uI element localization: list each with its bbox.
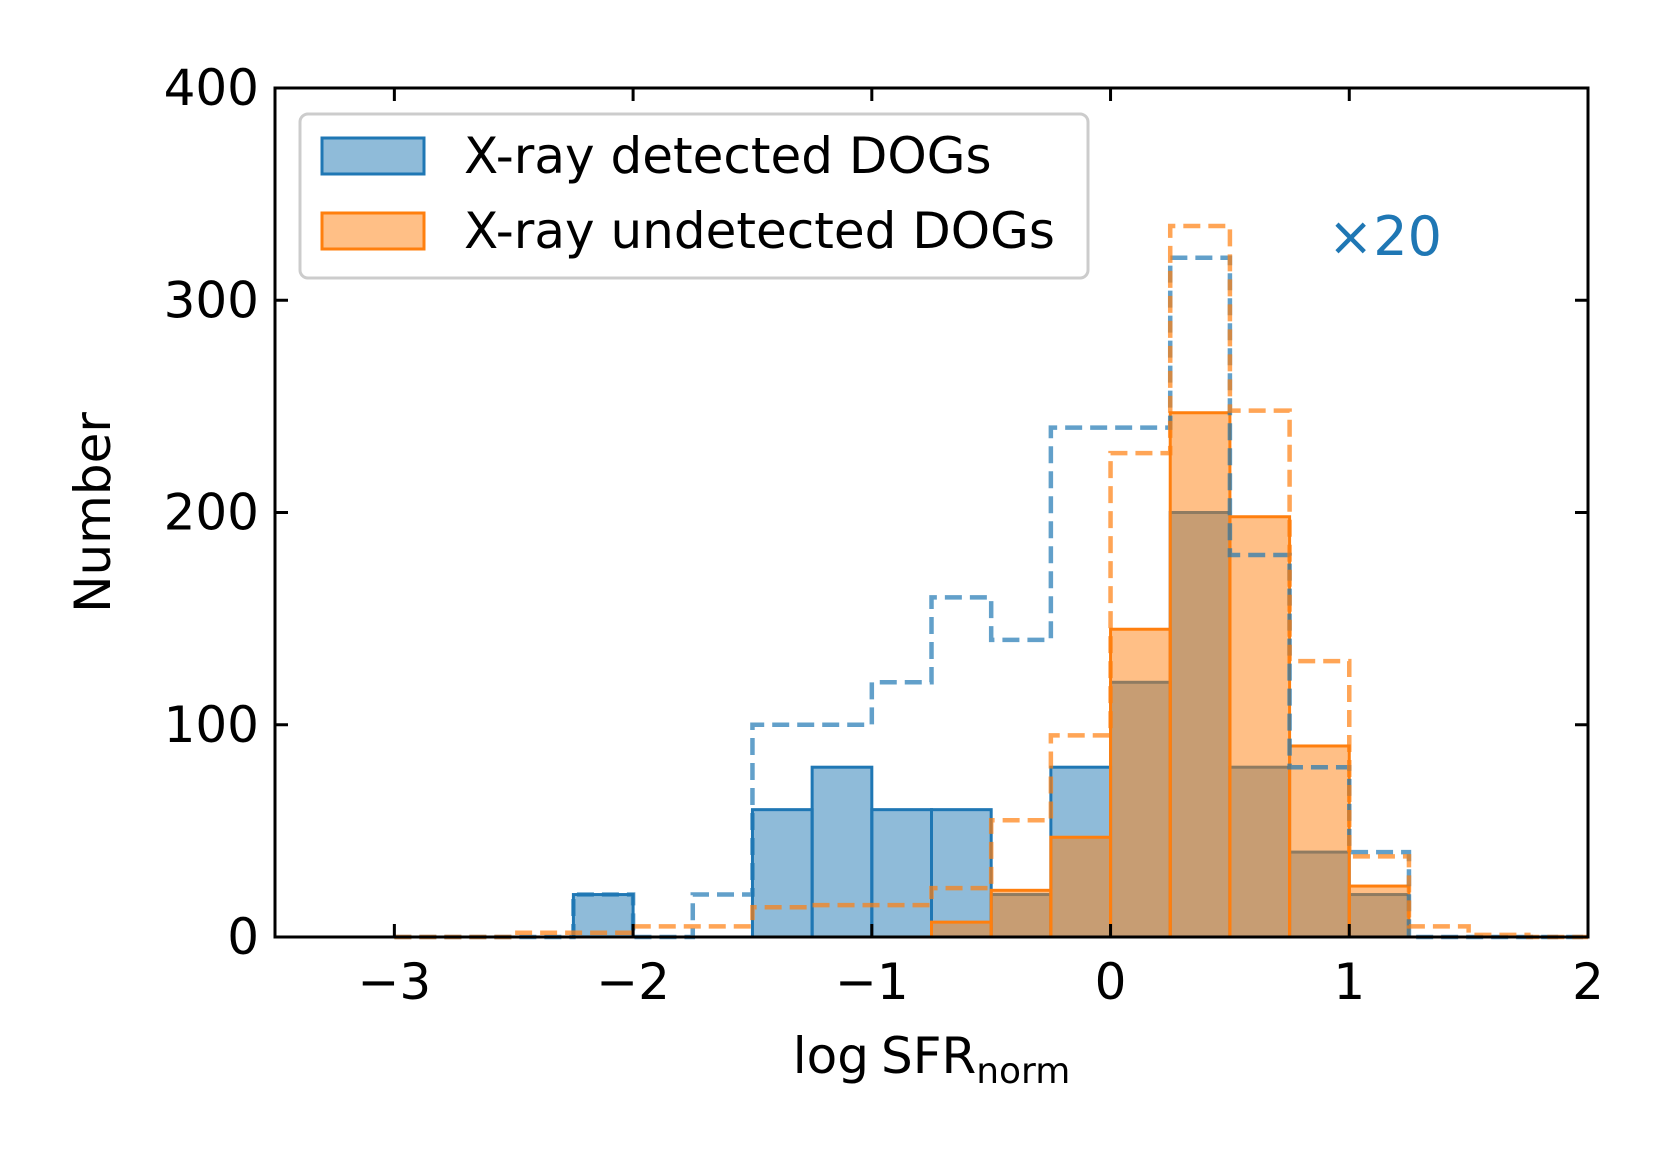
y-tick-label: 300 — [164, 271, 259, 329]
x-tick-label: 0 — [1095, 953, 1127, 1011]
bar-detected-8 — [870, 808, 933, 939]
dashed-steps-layer — [394, 223, 1588, 940]
axes-layer: −3 −2 −1 0 1 2 0 100 200 300 400 — [164, 59, 1604, 1011]
filled-bars-layer — [571, 411, 1411, 939]
y-tick-label: 400 — [164, 59, 259, 117]
x-axis-label: log SFRnorm — [793, 1027, 1071, 1092]
x-tick-label: 1 — [1333, 953, 1365, 1011]
x-tick-label: −1 — [835, 953, 909, 1011]
bar-undetected-12 — [1109, 627, 1172, 939]
bar-detected-6 — [750, 808, 814, 939]
x-axis-label-prefix: log — [793, 1027, 869, 1085]
bar-undetected-13 — [1168, 411, 1232, 939]
labels-layer: log SFRnorm Number ×20 — [64, 205, 1442, 1092]
bar-detected-9 — [930, 808, 993, 939]
bar-undetected-14 — [1228, 515, 1292, 939]
x-tick-label: 2 — [1572, 953, 1604, 1011]
y-tick-label: 100 — [164, 696, 259, 754]
legend-label-undetected: X-ray undetected DOGs — [464, 202, 1055, 260]
y-tick-label: 0 — [227, 908, 259, 966]
bar-undetected-16 — [1347, 884, 1411, 939]
legend-box — [298, 112, 1090, 280]
x-tick-label: −2 — [596, 953, 670, 1011]
dashed-step-detected-x20 — [394, 255, 1588, 940]
legend-label-detected: X-ray detected DOGs — [464, 127, 992, 185]
legend-swatch-undetected — [320, 211, 426, 251]
dashed-step-undetected — [394, 223, 1588, 940]
legend-swatch-detected — [320, 136, 426, 176]
x-tick-label: −3 — [358, 953, 432, 1011]
bar-undetected-11 — [1049, 835, 1113, 939]
bar-undetected-9 — [930, 920, 993, 939]
y-axis-label: Number — [64, 412, 122, 613]
y-tick-label: 200 — [164, 484, 259, 542]
scale-annotation: ×20 — [1328, 205, 1442, 268]
x-axis-label-main: SFR — [881, 1027, 976, 1085]
bar-detected-7 — [810, 765, 874, 939]
bar-undetected-10 — [989, 888, 1053, 939]
bar-undetected-15 — [1288, 744, 1351, 939]
legend: X-ray detected DOGs X-ray undetected DOGs — [298, 112, 1090, 280]
x-axis-label-subscript: norm — [976, 1051, 1070, 1092]
